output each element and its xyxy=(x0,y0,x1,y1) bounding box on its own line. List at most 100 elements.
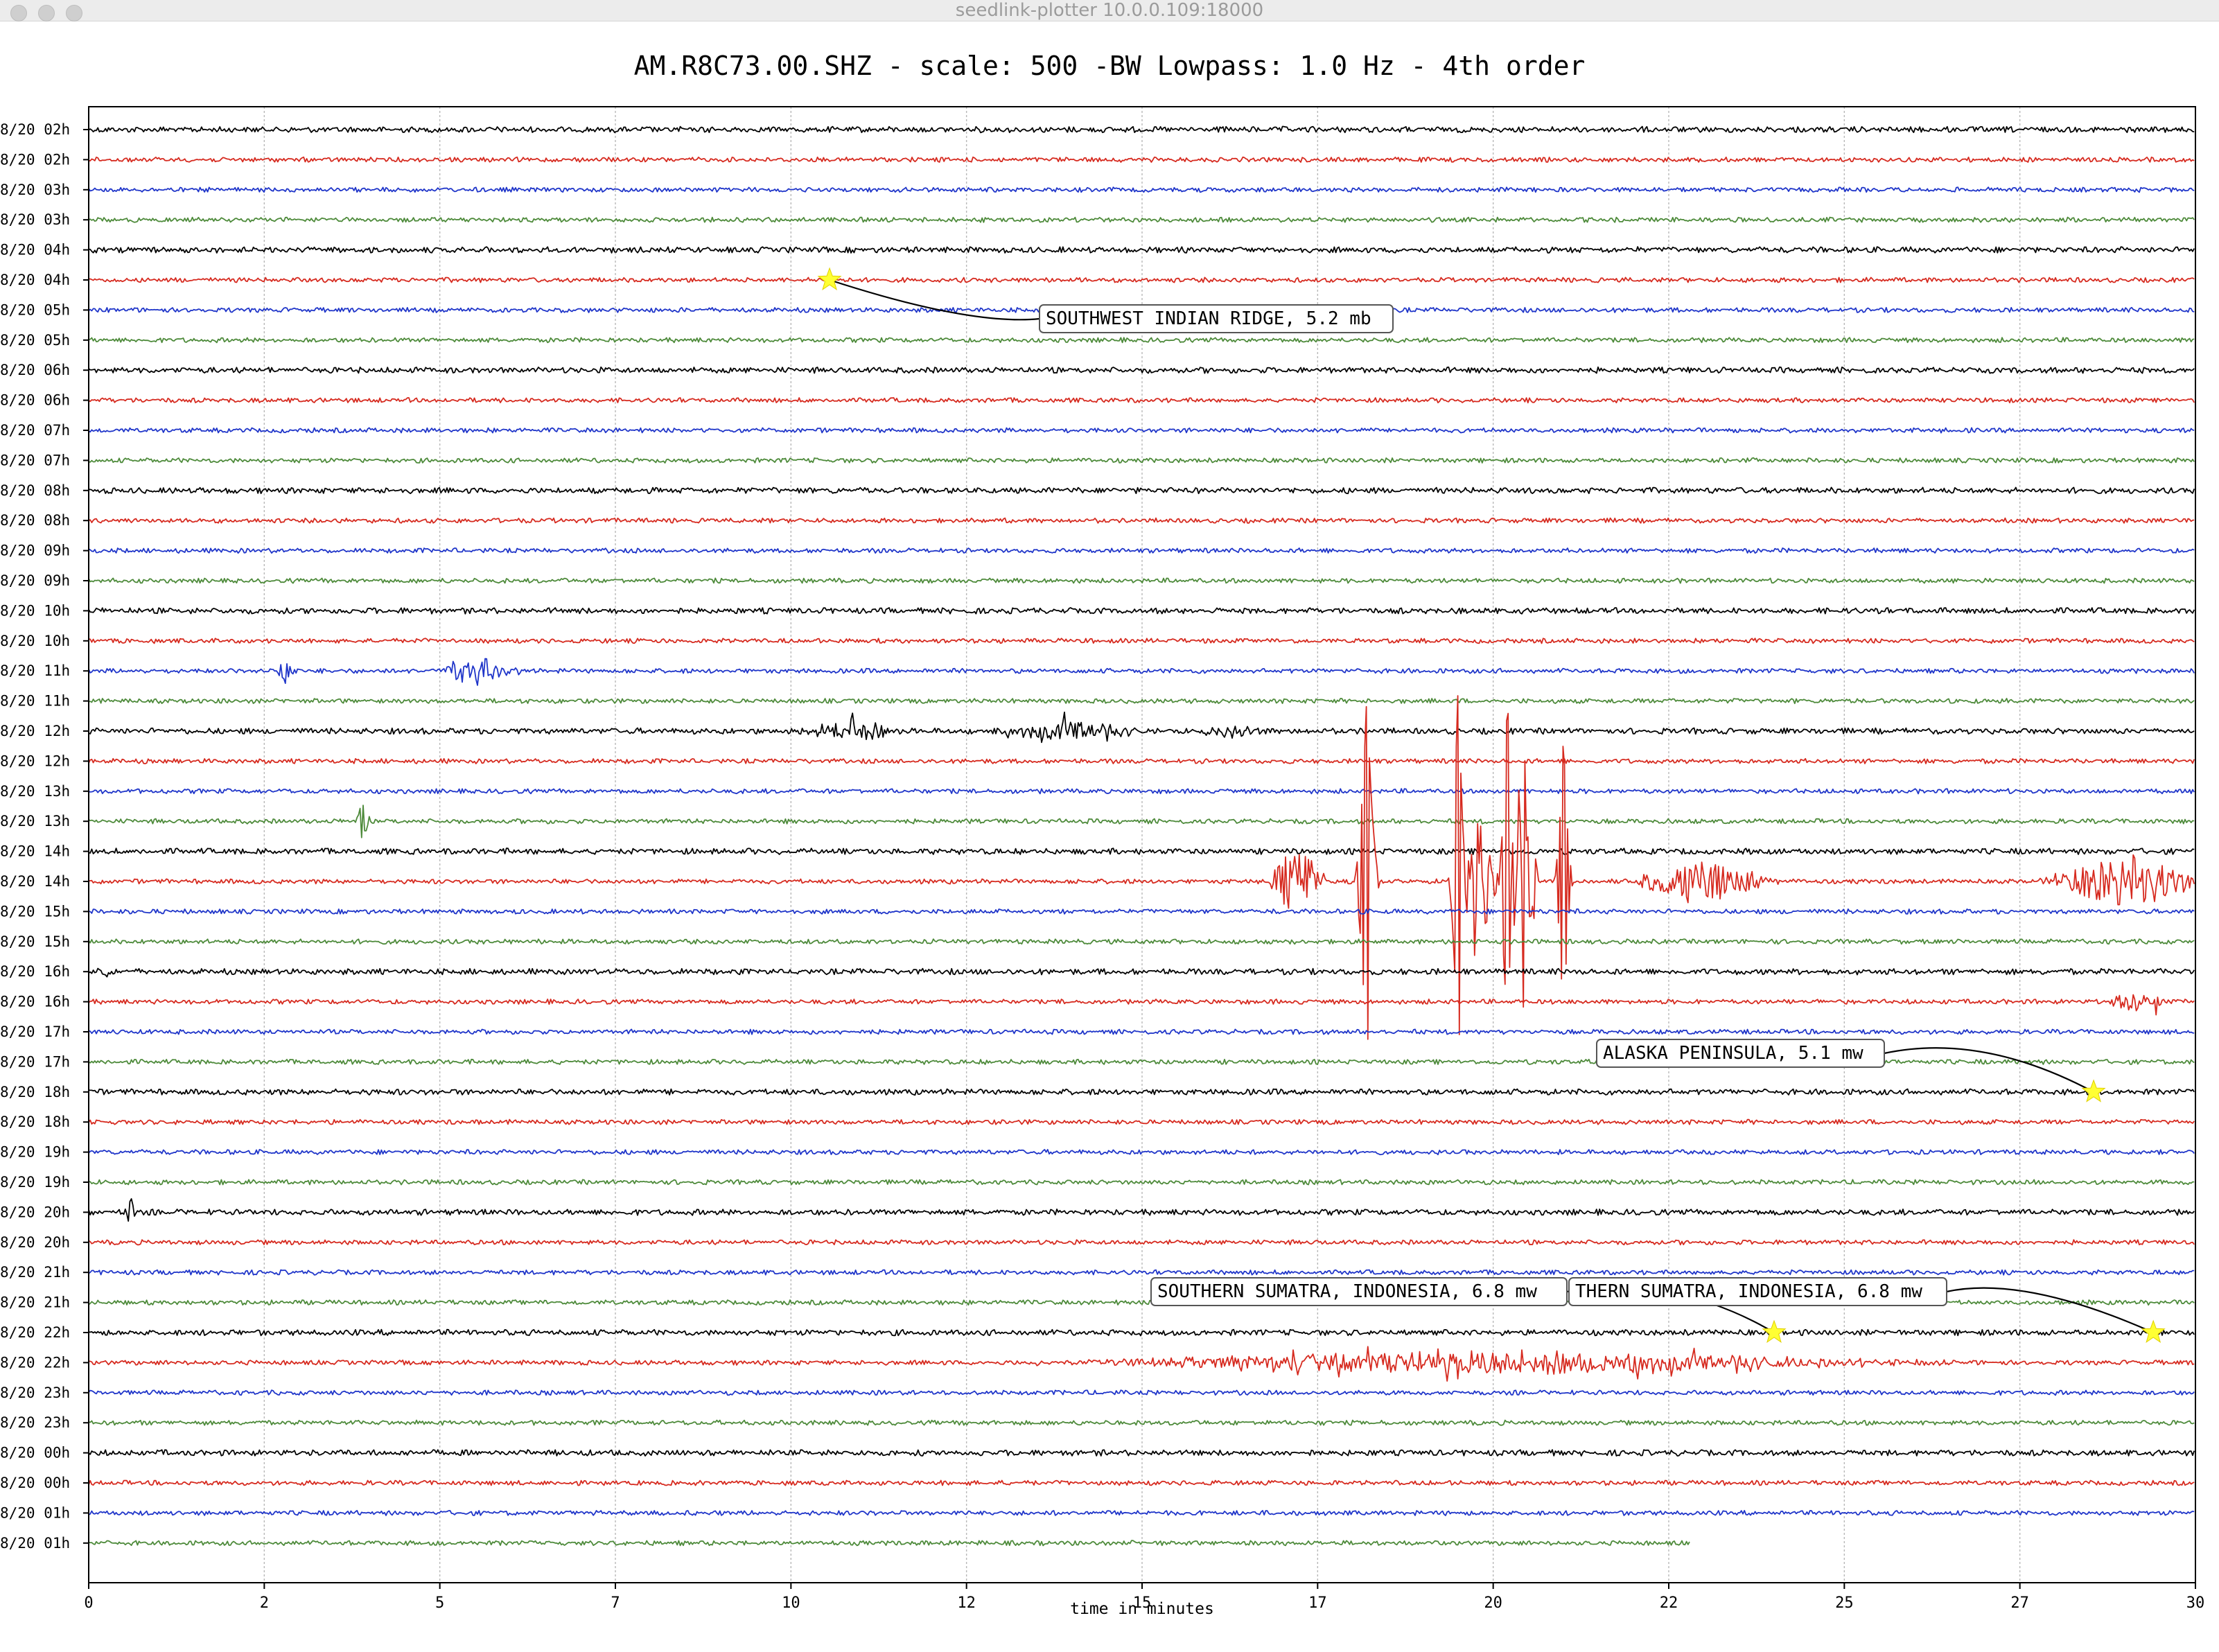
row-label: 8/20 14h xyxy=(0,873,70,890)
row-label: 8/20 02h xyxy=(0,151,70,168)
row-label: 8/20 06h xyxy=(0,362,70,378)
trace-line xyxy=(89,939,2194,944)
row-label: 8/20 09h xyxy=(0,543,70,559)
trace-line xyxy=(89,458,2194,463)
annotation-label: THERN SUMATRA, INDONESIA, 6.8 mw xyxy=(1575,1281,1922,1302)
trace-line xyxy=(89,398,2194,403)
trace-line xyxy=(89,187,2194,192)
row-label: 8/20 15h xyxy=(0,933,70,950)
trace-line xyxy=(89,1029,2194,1034)
trace-line xyxy=(89,696,2194,1039)
trace-line xyxy=(89,848,2194,854)
x-tick-label: 30 xyxy=(2186,1594,2205,1612)
trace-line xyxy=(89,247,2194,253)
trace-line xyxy=(89,1390,2194,1395)
x-tick-label: 10 xyxy=(782,1594,800,1612)
trace-line xyxy=(89,548,2194,553)
row-label: 8/20 18h xyxy=(0,1114,70,1130)
chart-title: AM.R8C73.00.SHZ - scale: 500 -BW Lowpass… xyxy=(634,51,1586,81)
row-label: 8/20 06h xyxy=(0,392,70,409)
event-star-marker xyxy=(1763,1321,1785,1342)
trace-line xyxy=(89,1179,2194,1184)
event-star-marker xyxy=(2142,1321,2164,1342)
trace-line xyxy=(89,638,2194,643)
trace-line xyxy=(89,337,2194,342)
x-tick-label: 20 xyxy=(1484,1594,1502,1612)
row-label: 8/20 03h xyxy=(0,211,70,228)
annotation-connector xyxy=(1947,1288,2153,1333)
row-labels: 8/20 02h8/20 02h8/20 03h8/20 03h8/20 04h… xyxy=(0,121,89,1552)
row-label: 8/20 01h xyxy=(0,1535,70,1552)
row-label: 8/20 02h xyxy=(0,121,70,138)
trace-line xyxy=(89,1120,2194,1125)
row-label: 8/20 08h xyxy=(0,482,70,499)
window-titlebar: seedlink-plotter 10.0.0.109:18000 xyxy=(0,0,2219,21)
window-title: seedlink-plotter 10.0.0.109:18000 xyxy=(0,0,2219,21)
row-label: 8/20 05h xyxy=(0,332,70,349)
trace-line xyxy=(89,1481,2194,1486)
row-label: 8/20 00h xyxy=(0,1445,70,1461)
trace-line xyxy=(89,698,2194,703)
row-label: 8/20 08h xyxy=(0,512,70,529)
trace-line xyxy=(89,805,2194,838)
trace-line xyxy=(89,518,2194,523)
annotation-connector xyxy=(830,280,1040,319)
trace-line xyxy=(89,969,2194,977)
trace-line xyxy=(89,1511,2194,1515)
x-axis-label: time in minutes xyxy=(1070,1600,1214,1618)
trace-line xyxy=(89,1240,2194,1245)
event-star-marker xyxy=(2082,1080,2105,1102)
x-tick-label: 12 xyxy=(957,1594,976,1612)
x-tick-label: 7 xyxy=(611,1594,620,1612)
annotation-label: SOUTHERN SUMATRA, INDONESIA, 6.8 mw xyxy=(1157,1281,1537,1302)
trace-line xyxy=(89,1199,2194,1221)
trace-series xyxy=(89,127,2194,1546)
trace-line xyxy=(89,659,2194,685)
row-label: 8/20 10h xyxy=(0,602,70,619)
trace-line xyxy=(89,1330,2194,1336)
row-label: 8/20 21h xyxy=(0,1294,70,1311)
x-tick-label: 25 xyxy=(1835,1594,1854,1612)
trace-line xyxy=(89,157,2194,162)
x-tick-label: 17 xyxy=(1308,1594,1327,1612)
row-label: 8/20 07h xyxy=(0,422,70,439)
trace-line xyxy=(89,1346,2194,1381)
row-label: 8/20 11h xyxy=(0,693,70,710)
trace-line xyxy=(89,1450,2194,1456)
trace-line xyxy=(89,277,2194,282)
trace-line xyxy=(89,1270,2194,1275)
trace-line xyxy=(89,712,2194,743)
row-label: 8/20 22h xyxy=(0,1354,70,1371)
row-label: 8/20 18h xyxy=(0,1084,70,1100)
row-label: 8/20 22h xyxy=(0,1324,70,1341)
row-label: 8/20 20h xyxy=(0,1204,70,1220)
row-label: 8/20 04h xyxy=(0,272,70,288)
trace-line xyxy=(89,1540,1690,1545)
row-label: 8/20 12h xyxy=(0,723,70,739)
row-label: 8/20 04h xyxy=(0,242,70,258)
seismogram-chart: AM.R8C73.00.SHZ - scale: 500 -BW Lowpass… xyxy=(0,21,2219,1652)
x-tick-label: 2 xyxy=(260,1594,269,1612)
x-tick-label: 0 xyxy=(84,1594,93,1612)
row-label: 8/20 21h xyxy=(0,1264,70,1281)
row-label: 8/20 10h xyxy=(0,633,70,649)
row-label: 8/20 16h xyxy=(0,963,70,980)
row-label: 8/20 15h xyxy=(0,903,70,920)
trace-line xyxy=(89,487,2194,493)
annotation-label: ALASKA PENINSULA, 5.1 mw xyxy=(1603,1043,1863,1064)
row-label: 8/20 09h xyxy=(0,572,70,589)
event-star-marker xyxy=(818,268,841,290)
trace-line xyxy=(89,789,2194,793)
row-label: 8/20 00h xyxy=(0,1475,70,1491)
x-tick-label: 22 xyxy=(1660,1594,1678,1612)
trace-line xyxy=(89,608,2194,614)
row-label: 8/20 05h xyxy=(0,301,70,318)
row-label: 8/20 12h xyxy=(0,753,70,769)
trace-line xyxy=(89,578,2194,583)
trace-line xyxy=(89,428,2194,432)
trace-line xyxy=(89,909,2194,914)
row-label: 8/20 07h xyxy=(0,452,70,468)
row-label: 8/20 13h xyxy=(0,783,70,800)
x-tick-label: 5 xyxy=(435,1594,444,1612)
row-label: 8/20 17h xyxy=(0,1053,70,1070)
